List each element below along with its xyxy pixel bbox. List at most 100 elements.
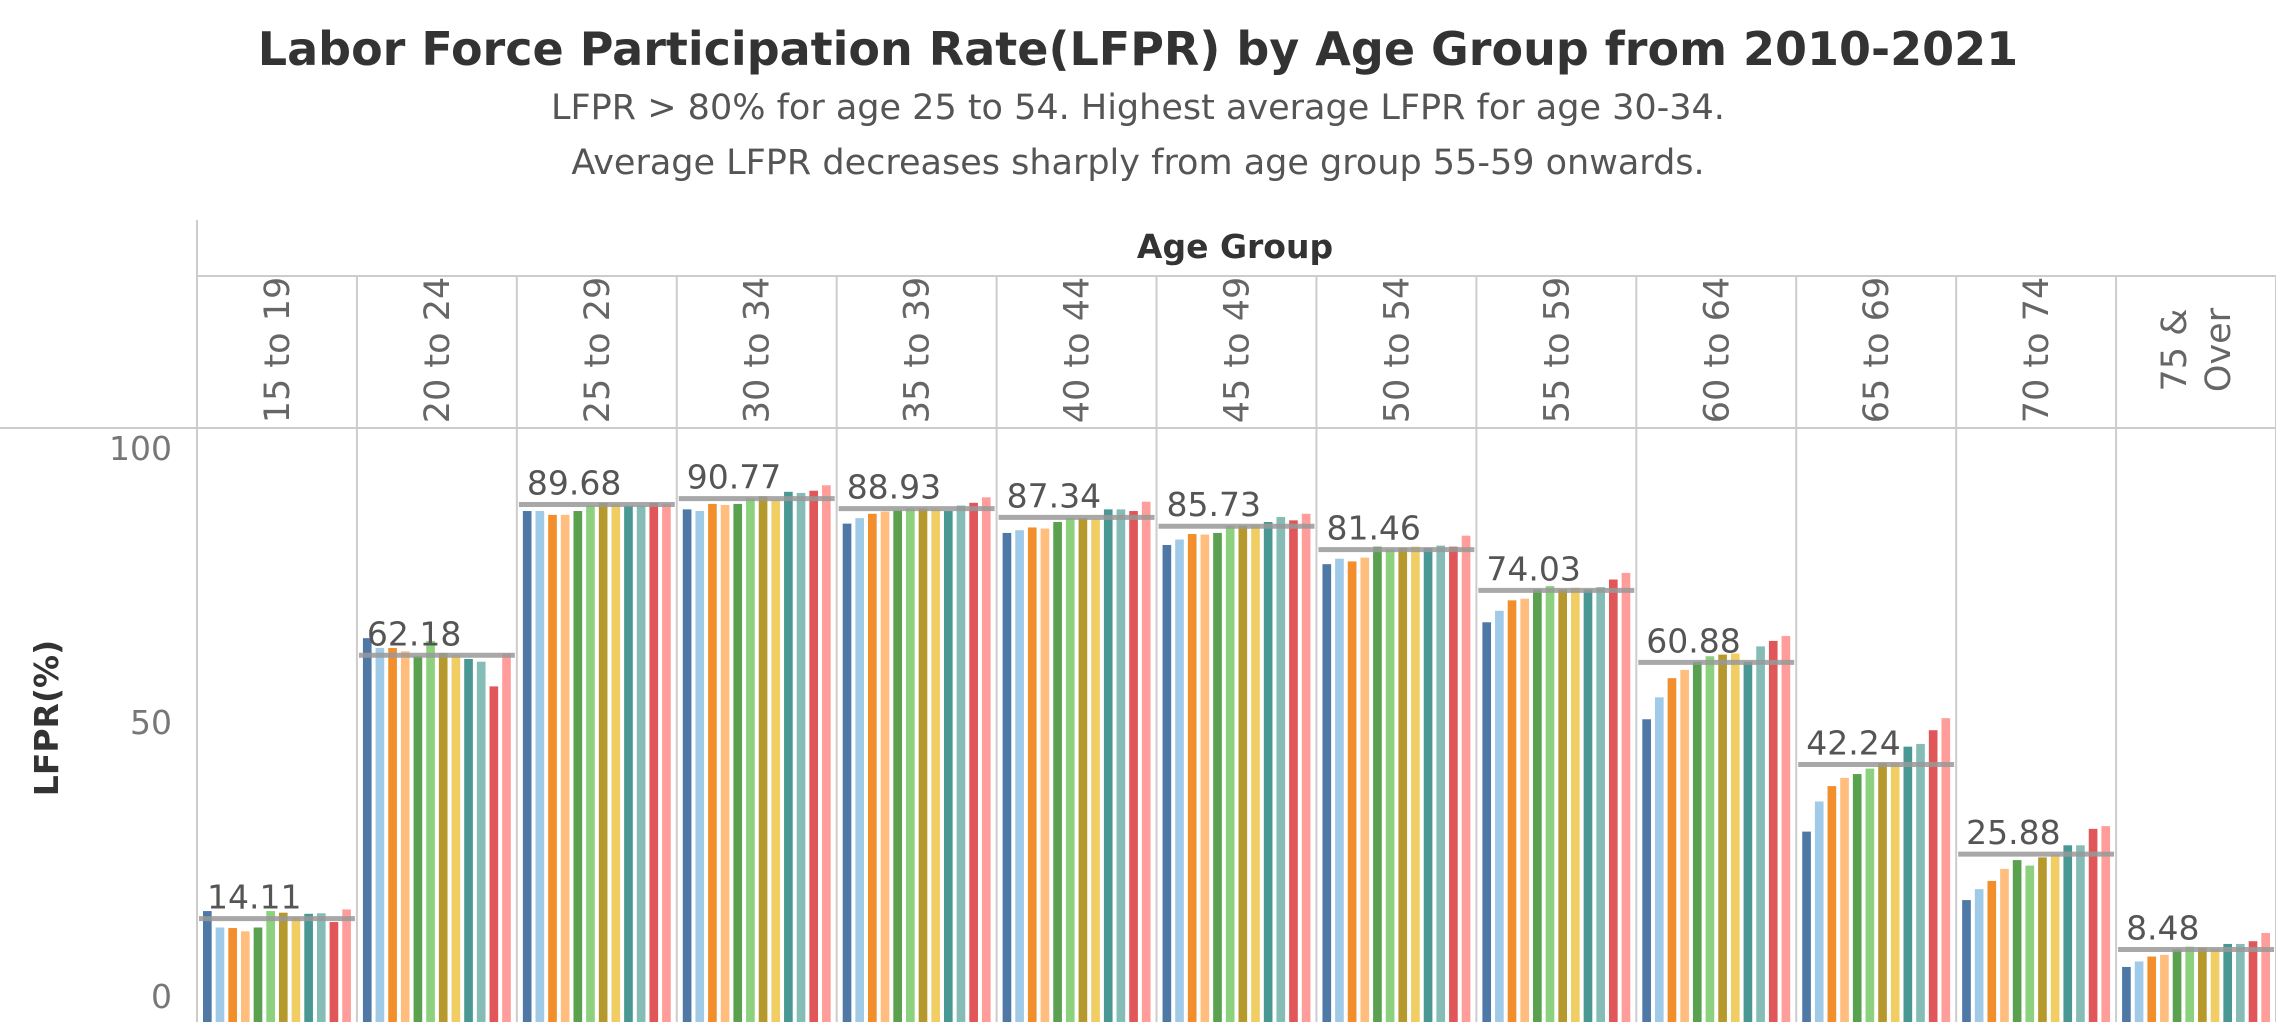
bar: [203, 911, 212, 1022]
bar: [1890, 763, 1900, 1022]
average-label: 14.11: [207, 878, 301, 917]
bar: [981, 497, 991, 1022]
bar: [476, 661, 486, 1022]
bar: [1865, 768, 1875, 1022]
group-label: 40 to 44: [1058, 277, 1098, 423]
bar: [758, 496, 768, 1022]
bar: [598, 502, 608, 1022]
bar: [291, 916, 301, 1022]
bar: [2147, 956, 2157, 1022]
bar: [1276, 517, 1286, 1022]
bar: [2210, 948, 2220, 1022]
bar: [1040, 528, 1050, 1022]
bar: [1520, 598, 1530, 1022]
bar: [2198, 947, 2207, 1022]
bar: [611, 503, 621, 1022]
average-label: 88.93: [847, 468, 941, 507]
bar: [2076, 845, 2085, 1022]
bar: [2160, 954, 2169, 1022]
bar: [2025, 865, 2035, 1022]
bar: [1558, 589, 1568, 1022]
bar: [1571, 587, 1580, 1022]
bar: [1322, 564, 1332, 1022]
bar: [2101, 826, 2111, 1022]
bar: [1743, 661, 1753, 1022]
bar: [1852, 774, 1862, 1022]
bar: [943, 511, 953, 1022]
group-label: 70 to 74: [2017, 277, 2057, 423]
bar: [1878, 763, 1887, 1022]
bar: [1495, 610, 1504, 1022]
bar: [464, 658, 473, 1022]
bar: [956, 505, 966, 1022]
bar: [2248, 941, 2258, 1022]
bar: [388, 648, 397, 1022]
bar: [1301, 513, 1311, 1022]
bar: [215, 927, 225, 1022]
bars-layer: [203, 485, 2270, 1022]
bar: [720, 504, 730, 1022]
bar: [682, 509, 692, 1022]
bar: [2185, 946, 2195, 1022]
bar: [822, 485, 831, 1022]
group-label: 35 to 39: [898, 277, 938, 423]
chart-title: Labor Force Participation Rate(LFPR) by …: [257, 22, 2019, 76]
bar: [375, 648, 385, 1022]
bar: [1928, 730, 1938, 1022]
average-label: 60.88: [1646, 621, 1740, 660]
bar: [969, 502, 978, 1022]
bar: [522, 511, 532, 1022]
bar: [329, 922, 339, 1022]
bar: [586, 505, 595, 1022]
bar: [1175, 539, 1184, 1022]
group-label: Over: [2199, 307, 2239, 392]
bar: [733, 503, 743, 1022]
average-label: 81.46: [1326, 509, 1420, 548]
bar: [400, 651, 410, 1022]
bar: [1507, 600, 1517, 1022]
bar: [1583, 589, 1593, 1022]
grid-layer: [0, 220, 2276, 1022]
group-label: 25 to 29: [578, 277, 618, 423]
average-label: 8.48: [2126, 909, 2199, 948]
bar: [502, 653, 511, 1022]
average-label: 74.03: [1486, 549, 1580, 588]
bar: [1289, 520, 1298, 1022]
group-label: 20 to 24: [418, 277, 458, 423]
bar: [1814, 801, 1824, 1022]
bar: [2063, 845, 2073, 1022]
bar: [2000, 868, 2009, 1022]
bar: [2172, 949, 2182, 1022]
bar: [451, 655, 461, 1022]
bar: [695, 511, 705, 1022]
y-tick-label: 0: [151, 977, 172, 1016]
labels-layer: 0 50 100 15 to 19 14.11 20 to 24 62.18 25 to 29…: [109, 277, 2274, 1016]
bar: [893, 510, 902, 1022]
group-label: 60 to 64: [1697, 277, 1737, 423]
bar: [1398, 547, 1408, 1022]
bar: [1827, 786, 1837, 1022]
bar: [868, 513, 877, 1022]
bar: [855, 518, 865, 1022]
bar: [1103, 509, 1113, 1022]
bar: [535, 511, 545, 1022]
bar: [266, 911, 275, 1022]
bar: [1667, 678, 1677, 1022]
bar: [1596, 587, 1605, 1022]
bar: [624, 505, 633, 1022]
y-tick-label: 100: [109, 429, 172, 468]
bar: [905, 508, 915, 1022]
bar: [1436, 545, 1446, 1022]
bar: [560, 514, 570, 1022]
bar: [1251, 524, 1260, 1022]
bar: [1187, 534, 1197, 1022]
bar: [1533, 589, 1542, 1022]
bar: [1078, 518, 1088, 1022]
bar: [1385, 549, 1395, 1022]
group-label: 65 to 69: [1857, 277, 1897, 423]
bar: [1962, 900, 1971, 1022]
bar: [2223, 943, 2233, 1022]
bar: [1116, 509, 1126, 1022]
bar: [253, 927, 263, 1022]
bar: [426, 640, 435, 1022]
